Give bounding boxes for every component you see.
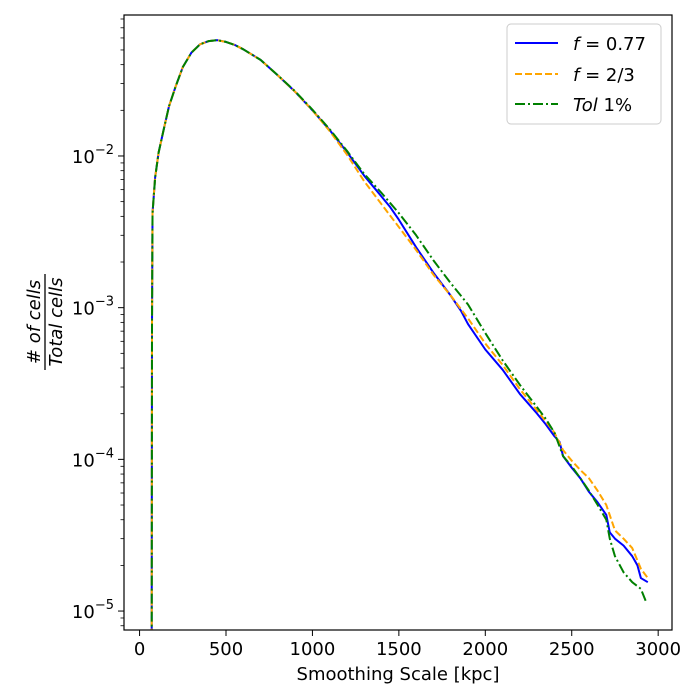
legend-label-1-rest: = 0.77 xyxy=(579,34,646,55)
x-tick-label-2500: 2500 xyxy=(549,639,595,660)
y-axis-title-numerator: # of cells xyxy=(24,280,45,364)
legend-entry-1: f = 0.77 xyxy=(515,34,646,55)
x-tick-label-3000: 3000 xyxy=(635,639,681,660)
legend-label-2: f = 2/3 xyxy=(573,65,635,86)
legend-label-3-var: Tol xyxy=(573,95,598,116)
legend-label-2-rest: = 2/3 xyxy=(579,65,635,86)
legend-label-1: f = 0.77 xyxy=(573,34,646,55)
legend-label-2-var: f xyxy=(573,65,582,86)
ticks-layer: 0 500 1000 1500 2000 2500 3000 10−5 10−4 10−3 10−2 xyxy=(72,18,681,660)
y-tick-label-3: 10−2 xyxy=(72,143,114,168)
y-axis-title-denominator: Total cells xyxy=(46,278,67,367)
x-tick-label-1000: 1000 xyxy=(290,639,336,660)
legend-entry-3: Tol 1% xyxy=(515,95,632,116)
legend-label-1-var: f xyxy=(573,34,582,55)
y-tick-label-1: 10−4 xyxy=(72,446,114,471)
y-tick-label-2: 10−3 xyxy=(72,295,114,320)
x-axis-title: Smoothing Scale [kpc] xyxy=(297,664,500,685)
legend: f = 0.77 f = 2/3 Tol 1% xyxy=(506,23,662,125)
x-tick-label-1500: 1500 xyxy=(376,639,422,660)
y-axis-title: # of cells Total cells xyxy=(24,274,67,370)
series-line-3 xyxy=(150,39,647,630)
series-layer xyxy=(150,39,649,630)
y-tick-label-0: 10−5 xyxy=(72,598,114,623)
series-line-2 xyxy=(150,39,649,630)
x-tick-label-500: 500 xyxy=(209,639,243,660)
legend-entry-2: f = 2/3 xyxy=(515,65,635,86)
legend-label-3-rest: 1% xyxy=(598,95,632,116)
x-tick-label-0: 0 xyxy=(134,639,145,660)
legend-label-3: Tol 1% xyxy=(573,95,632,116)
legend-box xyxy=(506,23,662,125)
x-tick-label-2000: 2000 xyxy=(462,639,508,660)
